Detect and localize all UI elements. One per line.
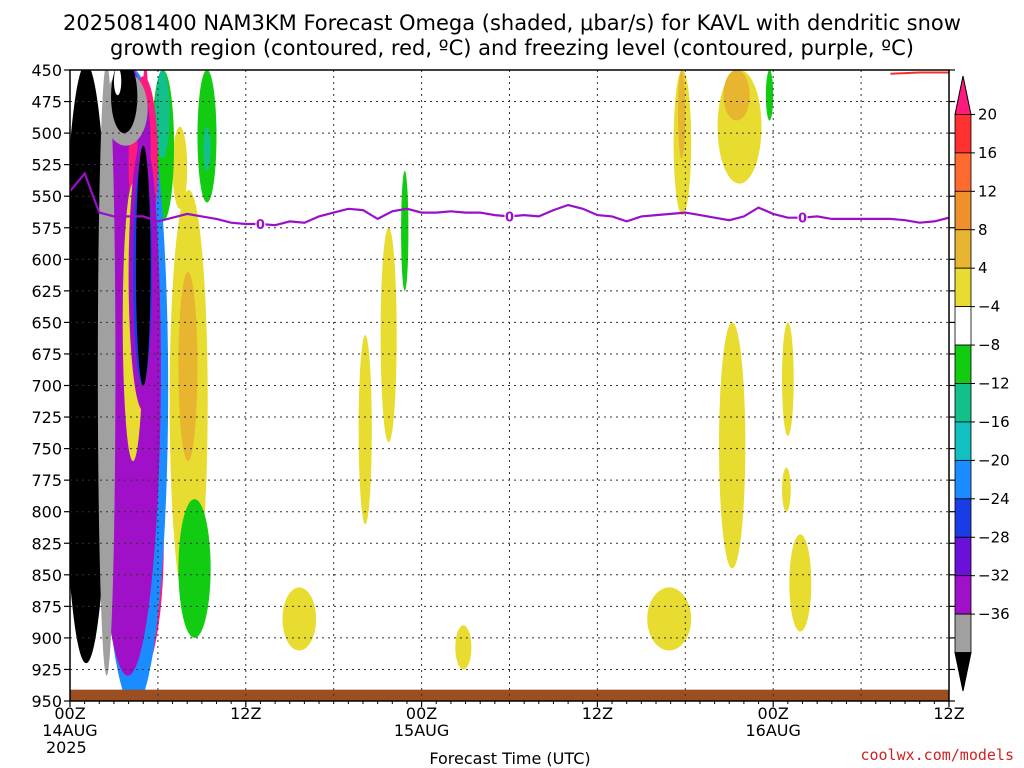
x-tick-label: 14AUG [42,721,97,740]
x-tick-label: 00Z [54,704,85,723]
y-tick-label: 775 [31,471,62,490]
omega-shaded-cell [178,271,198,462]
omega-shaded-cell [113,70,122,96]
colorbar-label: 4 [978,259,988,277]
y-tick-label: 525 [31,156,62,175]
omega-shaded-cell [380,227,397,443]
y-tick-label: 875 [31,597,62,616]
omega-shaded-cell [765,70,774,121]
y-tick-label: 625 [31,282,62,301]
y-tick-label: 700 [31,377,62,396]
omega-shaded-cell [789,534,812,632]
colorbar-label: −36 [978,605,1010,623]
y-tick-label: 600 [31,250,62,269]
colorbar-label: −24 [978,490,1010,508]
colorbar-label: −8 [978,336,1000,354]
contour-label-bg [504,208,515,223]
y-tick-label: 925 [31,660,62,679]
y-tick-label: 500 [31,124,62,143]
omega-shaded-cell [455,625,472,670]
colorbar-bin [954,421,972,461]
contour-label-bg [255,215,266,230]
omega-shading [70,70,812,701]
omega-shaded-cell [282,587,317,651]
colorbar-label: −32 [978,567,1010,585]
colorbar-label: 12 [978,182,997,200]
y-axis: 450 475 500 525 550 575 600 625 650 675 700 725 750 7… [31,61,955,711]
freezing-level-label: 0 [256,218,265,233]
omega-shaded-cell [358,335,372,525]
x-tick-label: 00Z [406,704,437,723]
colorbar-label: −28 [978,528,1010,546]
colorbar-bin [954,306,972,346]
freezing-level-label: 0 [798,212,807,227]
omega-shaded-cell [781,467,791,512]
colorbar-label: 8 [978,221,988,239]
omega-shaded-cell [172,126,188,209]
y-tick-label: 550 [31,187,62,206]
colorbar-bin [954,152,972,192]
colorbar-bin [954,383,972,423]
omega-shaded-cell [677,70,686,159]
omega-shaded-cell [178,499,211,638]
y-tick-label: 475 [31,93,62,112]
freezing-level-label: 0 [505,210,514,225]
colorbar-label: −16 [978,413,1010,431]
contour-label-bg [797,209,808,224]
colorbar-bin [954,613,972,653]
omega-shaded-cell [647,587,692,651]
chart-title-line-1: 2025081400 NAM3KM Forecast Omega (shaded… [63,11,961,35]
omega-shaded-cell [135,145,151,386]
x-tick-label: 12Z [933,704,964,723]
x-tick-label: 15AUG [394,721,449,740]
x-tick-label: 2025 [46,738,87,757]
y-tick-label: 750 [31,440,62,459]
chart-title-line-2: growth region (contoured, red, ºC) and f… [110,36,914,60]
colorbar-bin [954,114,972,154]
y-tick-label: 725 [31,408,62,427]
omega-shaded-cell [723,70,750,121]
y-tick-label: 800 [31,503,62,522]
y-tick-label: 450 [31,61,62,80]
contour-labels: 0 0 0 [255,208,808,233]
omega-shaded-cell [781,322,794,436]
colorbar: 20 16 12 8 4 −4 −8 −12 −16 −20 −24 −28 −32 −36 [954,75,1010,692]
x-axis-title: Forecast Time (UTC) [429,749,590,768]
colorbar-bin [954,459,972,500]
x-tick-label: 12Z [582,704,613,723]
colorbar-label: 16 [978,144,997,162]
omega-shaded-cell [111,70,138,134]
y-tick-label: 900 [31,629,62,648]
x-tick-label: 12Z [230,704,261,723]
colorbar-label: −4 [978,298,1000,316]
colorbar-bin [954,536,972,577]
y-tick-label: 650 [31,313,62,332]
colorbar-bin [954,344,972,384]
y-tick-label: 825 [31,534,62,553]
omega-shaded-cell [97,70,116,676]
y-tick-label: 850 [31,566,62,585]
x-tick-label: 16AUG [745,721,800,740]
colorbar-label: −20 [978,451,1010,469]
colorbar-bin [954,498,972,538]
colorbar-bin [954,575,972,615]
colorbar-label: −12 [978,375,1010,393]
dendritic-growth-contour [890,71,949,75]
omega-shaded-cell [154,70,170,159]
omega-shaded-cell [718,322,746,569]
y-tick-label: 575 [31,219,62,238]
colorbar-bin [954,652,972,692]
colorbar-bin [954,267,972,308]
credit-text: coolwx.com/models [860,746,1014,764]
y-tick-label: 675 [31,345,62,364]
omega-shaded-cell [401,170,409,291]
omega-shaded-cell [203,126,211,171]
colorbar-bin [954,229,972,269]
colorbar-label: 20 [978,105,997,123]
x-tick-label: 00Z [758,704,789,723]
colorbar-bin [954,190,972,231]
y-tick-label: 950 [31,692,62,711]
